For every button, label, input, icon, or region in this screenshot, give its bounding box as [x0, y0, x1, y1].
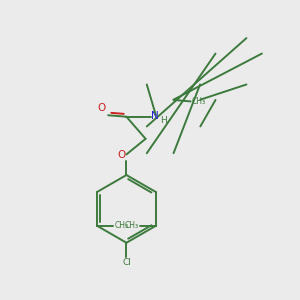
Text: Cl: Cl	[122, 258, 131, 267]
Text: O: O	[117, 150, 125, 160]
Text: N: N	[151, 111, 159, 121]
Text: CH₃: CH₃	[115, 221, 129, 230]
Text: CH₃: CH₃	[124, 221, 138, 230]
Text: H: H	[160, 116, 167, 125]
Text: CH₃: CH₃	[192, 97, 206, 106]
Text: O: O	[98, 103, 106, 113]
